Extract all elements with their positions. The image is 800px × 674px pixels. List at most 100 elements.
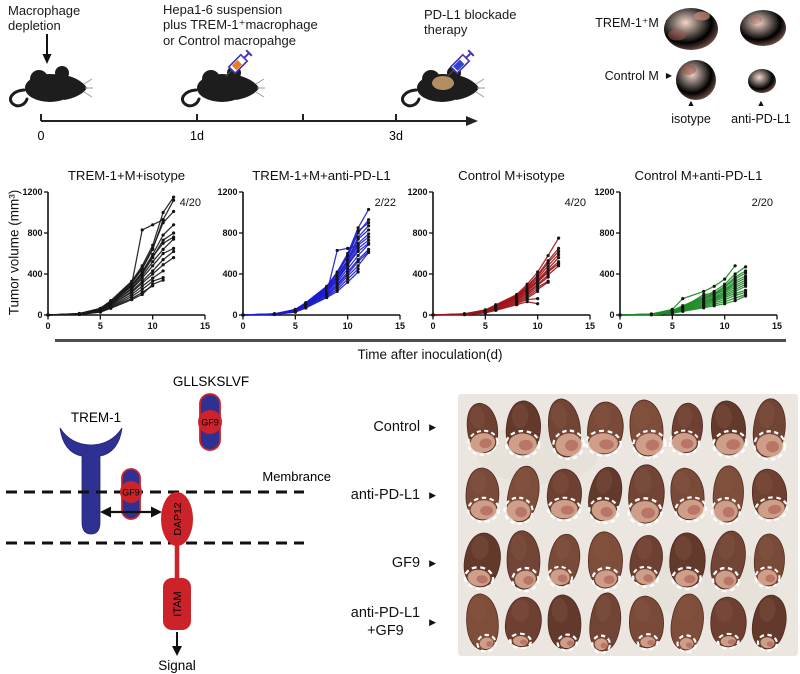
itam-label: ITAM xyxy=(172,591,184,616)
gf9-free-peptide: GF9 xyxy=(198,393,222,451)
tumor-row-label-control: Control M ▶ xyxy=(604,69,672,83)
y-tick-label: 800 xyxy=(27,228,42,238)
y-tick-label: 800 xyxy=(222,228,237,238)
liver-thumbnail xyxy=(751,594,787,652)
liver-row-label-antipdl1: anti-PD-L1 ▶ xyxy=(350,487,436,503)
y-tick-label: 400 xyxy=(599,269,614,279)
x-tick-label: 5 xyxy=(670,321,675,331)
x-tick-label: 10 xyxy=(148,321,158,331)
growth-curve xyxy=(47,196,175,316)
liver-thumbnail xyxy=(670,467,708,523)
itam-domain: ITAM xyxy=(163,578,191,630)
tumor-dashed-outline xyxy=(504,429,541,459)
syringe-icon xyxy=(225,49,253,77)
tumor-dashed-outline xyxy=(754,566,781,589)
signaling-diagram: GLLSKSLVF GF9 TREM-1 Membrance GF9 DAP12 xyxy=(6,374,331,673)
liver-thumbnail xyxy=(629,534,663,588)
tumor-dashed-outline xyxy=(552,429,585,461)
x-tick-label: 15 xyxy=(772,321,782,331)
mouse-injection-icon xyxy=(180,49,266,108)
gf9-membrane-peptide: GF9 xyxy=(120,468,142,520)
trem1-label: TREM-1 xyxy=(71,410,121,425)
liver-thumbnail xyxy=(589,592,622,655)
liver-thumbnail xyxy=(710,400,748,459)
tumor-dashed-outline xyxy=(712,429,748,459)
growth-curve xyxy=(242,271,359,316)
liver-thumbnail xyxy=(463,532,501,590)
down-arrow-icon xyxy=(42,34,52,64)
tumor-dashed-outline xyxy=(671,566,702,591)
tumor-dashed-outline xyxy=(584,429,622,457)
tumor-col-label-antipdl1: anti-PD-L1 xyxy=(731,112,791,126)
liver-thumbnail xyxy=(710,465,744,526)
x-tick-label: 15 xyxy=(395,321,405,331)
x-tick-label: 0 xyxy=(45,321,50,331)
up-triangle-icon: ▲ xyxy=(756,98,766,108)
signal-arrow-icon xyxy=(172,632,182,656)
tumor-dashed-outline xyxy=(753,430,787,461)
liver-thumbnail xyxy=(627,464,665,527)
liver-thumbnail xyxy=(503,465,540,525)
peptide-sequence-label: GLLSKSLVF xyxy=(173,374,249,389)
y-tick-label: 0 xyxy=(232,310,237,320)
liver-thumbnail xyxy=(466,402,499,456)
liver-thumbnail xyxy=(668,402,703,456)
x-tick-label: 5 xyxy=(483,321,488,331)
gf9-label: GF9 xyxy=(122,488,140,498)
tumor-dashed-outline xyxy=(591,634,611,655)
tumor-photo-trem1-isotype xyxy=(664,8,718,50)
excised-tumor-photos xyxy=(664,8,786,100)
liver-thumbnail xyxy=(547,594,582,652)
liver-thumbnail xyxy=(466,593,499,653)
y-tick-label: 0 xyxy=(37,310,42,320)
x-tick-label: 5 xyxy=(293,321,298,331)
right-triangle-icon: ▶ xyxy=(429,421,436,432)
liver-thumbnail xyxy=(504,400,541,459)
tumor-volume-chart-2: TREM-1+M+anti-PD-L1 2/22 0 400 800 1200 0 5 10 15 xyxy=(217,168,405,331)
y-tick-label: 400 xyxy=(27,269,42,279)
liver-thumbnail xyxy=(710,530,746,593)
liver-thumbnail xyxy=(548,398,585,461)
dap12-label: DAP12 xyxy=(172,502,184,535)
liver-thumbnail xyxy=(584,401,624,457)
chart-title: TREM-1+M+anti-PD-L1 xyxy=(252,168,391,183)
tumor-dashed-outline xyxy=(556,633,578,652)
trem1-receptor-shape xyxy=(59,427,123,535)
growth-curve xyxy=(242,219,370,316)
growth-curve xyxy=(47,199,175,316)
right-triangle-icon: ▶ xyxy=(429,489,436,500)
x-tick-label: 0 xyxy=(430,321,435,331)
tumor-photo-control-antipdl1 xyxy=(748,69,776,93)
tumor-photo-trem1-antipdl1 xyxy=(740,10,786,46)
tumor-col-label-isotype: isotype xyxy=(671,112,711,126)
tumor-photo-control-isotype xyxy=(676,60,716,100)
tumor-dashed-outline xyxy=(632,429,667,460)
x-tick-label: 0 xyxy=(240,321,245,331)
tumor-dashed-outline xyxy=(547,565,574,589)
chart-count-annotation: 2/22 xyxy=(375,197,396,209)
syringe-icon xyxy=(447,49,475,77)
liver-thumbnail xyxy=(629,399,667,460)
tumor-dashed-outline xyxy=(632,565,660,588)
chart-count-annotation: 4/20 xyxy=(180,197,201,209)
dap12-molecule: DAP12 xyxy=(161,492,193,546)
chart-title: Control M+anti-PD-L1 xyxy=(635,168,763,183)
tumor-dashed-outline xyxy=(463,566,495,590)
tumor-dashed-outline xyxy=(467,496,500,523)
liver-thumbnail xyxy=(587,531,623,592)
timeline-axis: 0 1d 3d xyxy=(38,114,478,143)
y-tick-label: 400 xyxy=(412,269,427,279)
mouse-icon xyxy=(4,50,94,110)
x-tick-label: 10 xyxy=(533,321,543,331)
liver-thumbnail xyxy=(547,533,581,589)
tumor-dashed-outline xyxy=(476,633,497,653)
up-triangle-icon: ▲ xyxy=(686,98,696,108)
liver-thumbnail xyxy=(588,466,623,525)
timeline-tick-1d: 1d xyxy=(190,129,204,143)
liver-thumbnail xyxy=(669,532,706,591)
y-tick-label: 1200 xyxy=(407,187,427,197)
chart-count-annotation: 2/20 xyxy=(752,197,773,209)
x-tick-label: 10 xyxy=(720,321,730,331)
charts-x-axis-label: Time after inoculation(d) xyxy=(357,347,503,362)
